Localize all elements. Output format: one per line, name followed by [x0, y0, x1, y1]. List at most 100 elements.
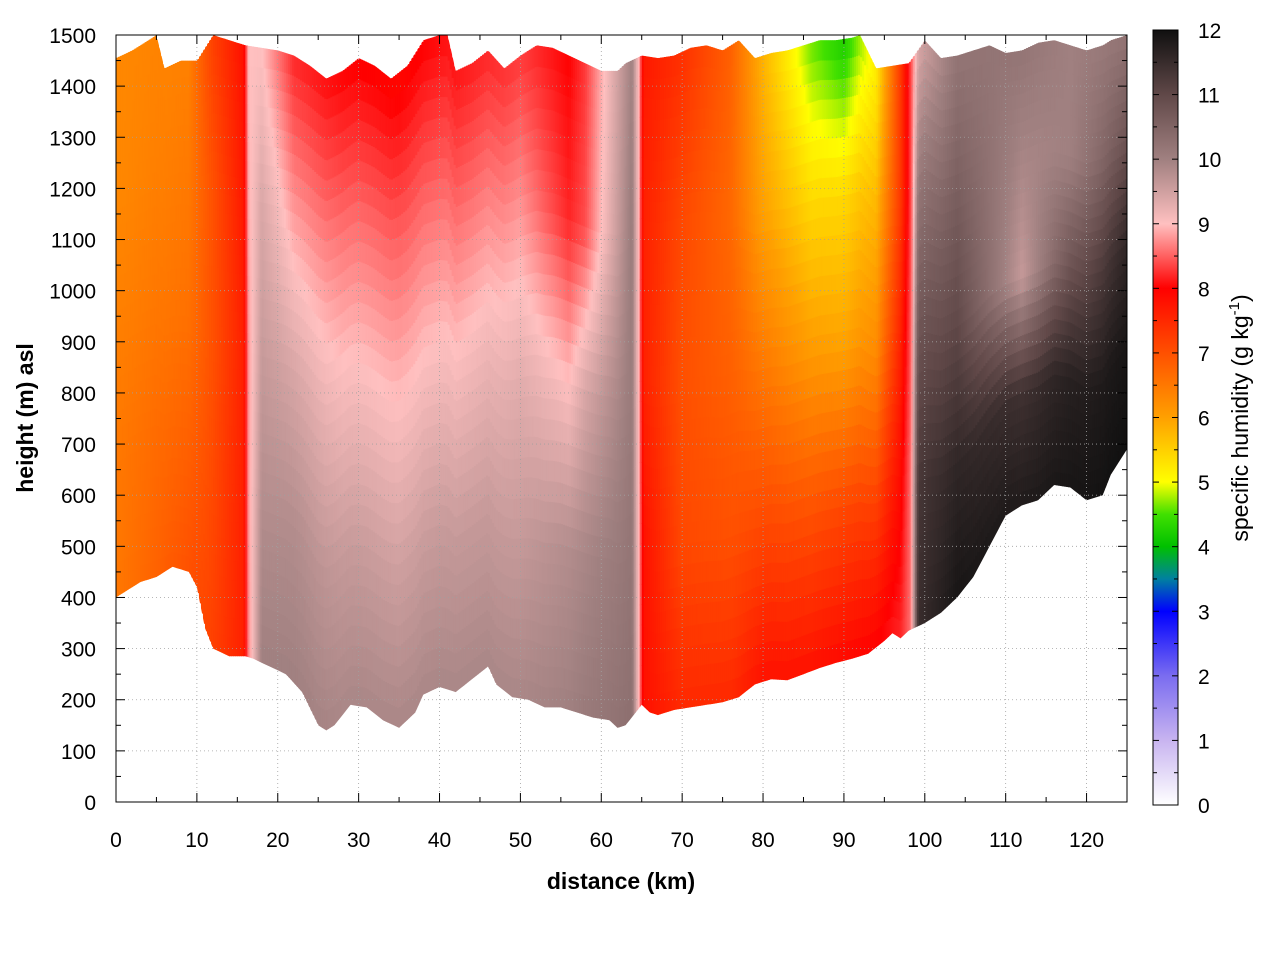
heatmap-cell-31 — [116, 57, 119, 76]
heatmap-cell-644 — [156, 492, 160, 511]
heatmap-cell-1148 — [186, 108, 190, 126]
heatmap-cell-701 — [158, 80, 162, 98]
heatmap-cell-2069 — [245, 236, 249, 257]
heatmap-cell-379 — [138, 112, 141, 131]
heatmap-cell-850 — [168, 270, 172, 287]
heatmap-cell-1346 — [200, 560, 204, 579]
heatmap-cell-1010 — [178, 267, 182, 285]
heatmap-cell-180 — [126, 237, 129, 256]
heatmap-cell-158 — [124, 70, 127, 89]
heatmap-cell-1867 — [233, 425, 236, 446]
heatmap-cell-1332 — [198, 243, 202, 262]
heatmap-cell-1660 — [219, 94, 222, 115]
heatmap-cell-2440 — [269, 493, 273, 514]
heatmap-cell-889 — [170, 159, 174, 176]
heatmap-cell-896 — [172, 551, 176, 568]
heatmap-cell-66 — [120, 543, 123, 562]
heatmap-cell-1587 — [215, 266, 218, 287]
heatmap-cell-1585 — [215, 304, 218, 325]
heatmap-cell-2271 — [257, 47, 261, 68]
heatmap-cell-1369 — [200, 157, 204, 176]
heatmap-cell-1740 — [225, 404, 228, 425]
heatmap-cell-1157 — [188, 477, 192, 495]
heatmap-cell-1695 — [221, 37, 224, 58]
heatmap-cell-23 — [116, 192, 119, 210]
heatmap-cell-1764 — [227, 559, 230, 580]
heatmap-cell-389 — [140, 481, 143, 499]
heatmap-cell-2329 — [261, 163, 265, 184]
heatmap-cell-648 — [156, 425, 160, 443]
heatmap-cell-673 — [158, 542, 162, 560]
heatmap-cell-156 — [124, 104, 127, 122]
heatmap-cell-5 — [116, 495, 119, 514]
heatmap-cell-1726 — [223, 57, 226, 78]
heatmap-cell-1938 — [237, 292, 240, 313]
heatmap-cell-1721 — [223, 153, 226, 174]
heatmap-cell-1845 — [231, 233, 234, 254]
heatmap-cell-2258 — [257, 296, 261, 317]
heatmap-cell-976 — [176, 299, 180, 316]
heatmap-cell-1551 — [213, 342, 216, 363]
heatmap-cell-1161 — [188, 413, 192, 431]
heatmap-cell-1153 — [188, 541, 192, 559]
heatmap-cell-2217 — [255, 468, 259, 489]
heatmap-cell-1623 — [217, 190, 220, 211]
heatmap-cell-2159 — [251, 352, 255, 373]
heatmap-cell-1300 — [196, 242, 200, 260]
heatmap-cell-622 — [154, 323, 158, 342]
heatmap-cell-2241 — [257, 622, 261, 643]
heatmap-cell-166 — [126, 472, 129, 491]
heatmap-cell-1009 — [178, 283, 182, 300]
heatmap-cell-1910 — [235, 215, 238, 235]
heatmap-cell-1390 — [202, 354, 206, 373]
heatmap-cell-1045 — [180, 219, 184, 237]
heatmap-cell-2212 — [255, 564, 259, 585]
heatmap-cell-808 — [166, 428, 170, 445]
heatmap-cell-1574 — [215, 515, 218, 536]
heatmap-cell-2380 — [265, 414, 269, 435]
heatmap-cell-1379 — [202, 551, 206, 571]
heatmap-cell-2061 — [245, 389, 249, 410]
heatmap-cell-2311 — [261, 509, 265, 530]
heatmap-cell-795 — [164, 130, 168, 148]
heatmap-cell-1414 — [204, 502, 208, 522]
heatmap-cell-498 — [146, 259, 149, 278]
heatmap-cell-1199 — [190, 319, 194, 337]
heatmap-cell-686 — [158, 327, 162, 346]
heatmap-cell-1417 — [204, 448, 208, 468]
heatmap-cell-1293 — [196, 359, 200, 377]
heatmap-cell-83 — [120, 257, 123, 276]
heatmap-cell-1885 — [233, 80, 236, 101]
heatmap-cell-1682 — [221, 287, 224, 308]
heatmap-cell-899 — [172, 504, 176, 521]
heatmap-cell-201 — [128, 421, 131, 439]
heatmap-cell-392 — [140, 430, 143, 449]
heatmap-cell-1757 — [225, 77, 228, 98]
heatmap-cell-1389 — [202, 372, 206, 391]
heatmap-cell-875 — [170, 378, 174, 396]
heatmap-cell-230 — [130, 470, 133, 488]
heatmap-cell-2448 — [269, 338, 273, 359]
heatmap-cell-1604 — [217, 555, 220, 575]
heatmap-cell-1536 — [213, 629, 216, 650]
heatmap-cell-985 — [176, 156, 180, 174]
heatmap-cell-2175 — [251, 46, 255, 67]
heatmap-cell-1214 — [190, 76, 194, 94]
heatmap-cell-2059 — [245, 427, 249, 448]
heatmap-cell-2210 — [255, 602, 259, 623]
heatmap-cell-2170 — [251, 142, 255, 162]
heatmap-cell-2226 — [255, 296, 259, 317]
heatmap-cell-1204 — [190, 238, 194, 256]
heatmap-cell-65 — [120, 560, 123, 579]
heatmap-cell-1240 — [192, 174, 196, 192]
heatmap-cell-1535 — [211, 36, 214, 57]
heatmap-cell-756 — [162, 238, 166, 256]
heatmap-cell-384 — [140, 565, 143, 583]
heatmap-cell-1340 — [198, 107, 202, 125]
heatmap-cell-2268 — [257, 104, 261, 125]
heatmap-cell-672 — [158, 558, 162, 576]
heatmap-cell-1560 — [213, 169, 216, 190]
heatmap-cell-603 — [152, 104, 156, 123]
heatmap-cell-34 — [118, 545, 121, 563]
heatmap-cell-954 — [174, 141, 178, 159]
